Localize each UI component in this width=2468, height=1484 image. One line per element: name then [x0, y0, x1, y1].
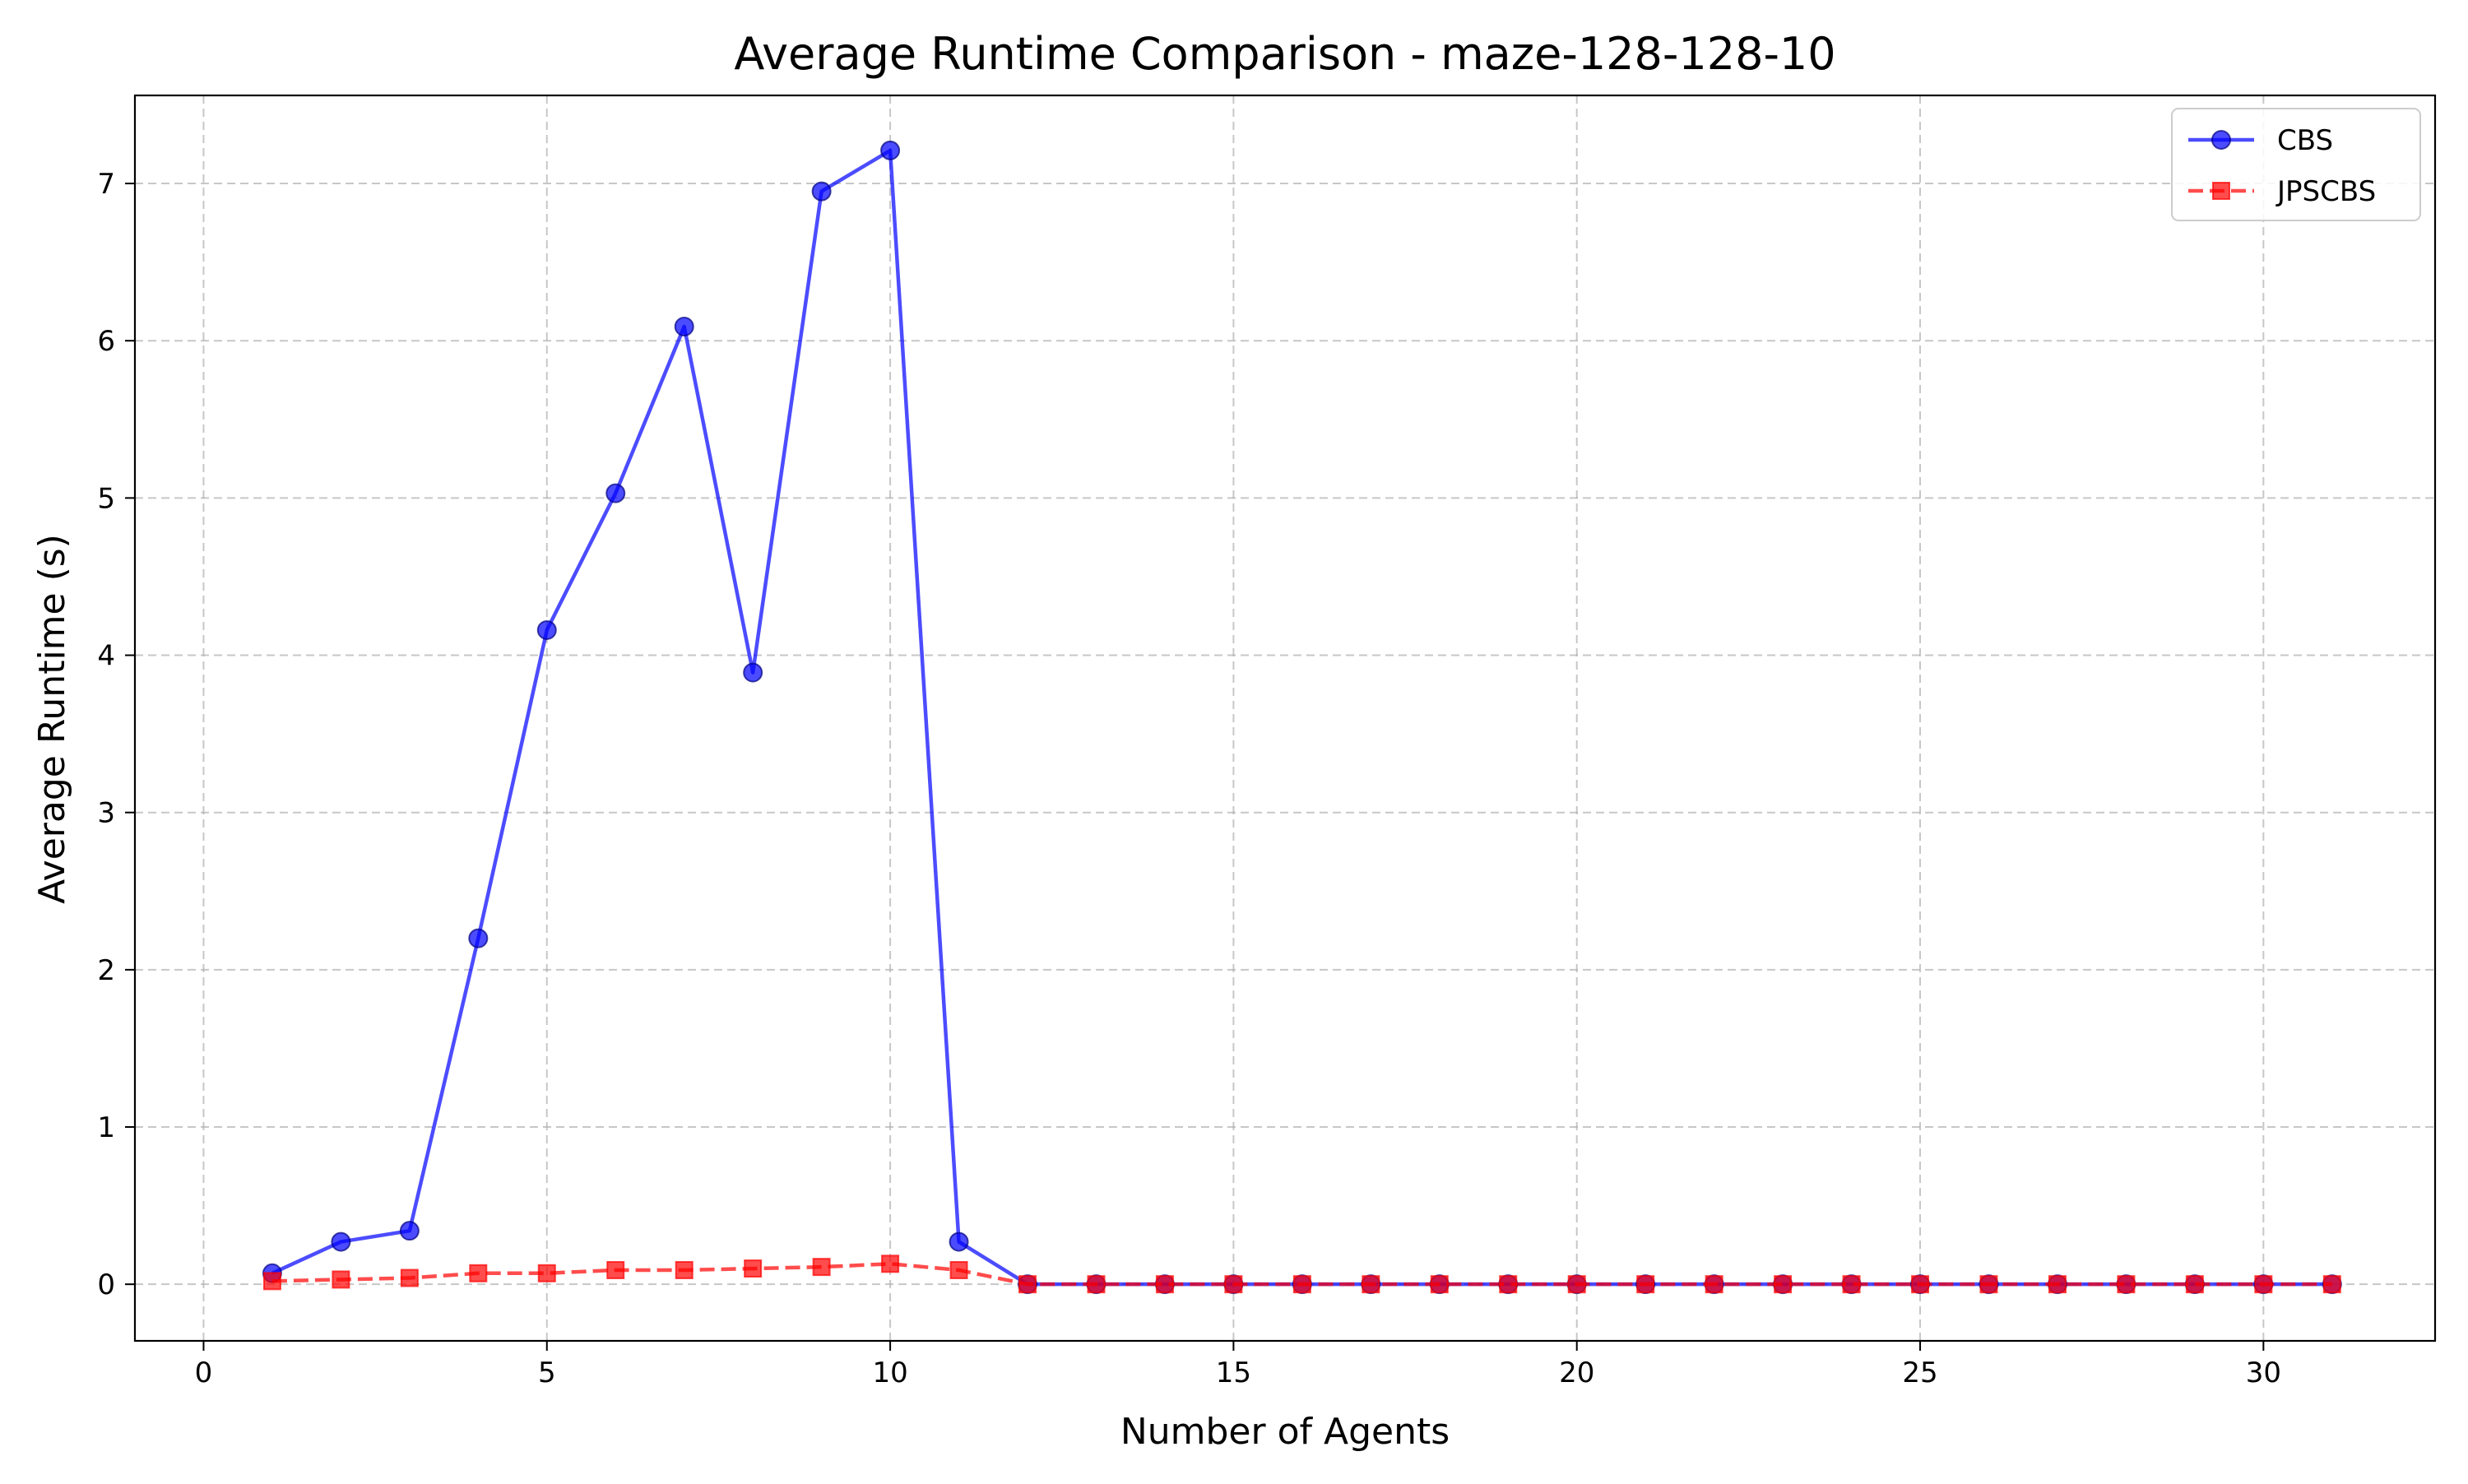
jpscbs-data-point — [1224, 1275, 1243, 1294]
jpscbs-data-point — [2117, 1275, 2136, 1294]
jpscbs-data-point — [1430, 1275, 1449, 1294]
jpscbs-data-point — [675, 1260, 694, 1279]
jpscbs-data-point — [1362, 1275, 1380, 1294]
jpscbs-data-point — [2185, 1275, 2204, 1294]
y-tick-label: 1 — [97, 1111, 115, 1144]
jpscbs-data-point — [2048, 1275, 2067, 1294]
jpscbs-data-point — [1292, 1275, 1311, 1294]
cbs-data-point — [331, 1231, 351, 1252]
series-layer — [262, 140, 2342, 1295]
chart-title: Average Runtime Comparison - maze-128-12… — [734, 28, 1835, 80]
cbs-data-point — [880, 140, 901, 160]
jpscbs-data-point — [1636, 1275, 1655, 1294]
legend-label: JPSCBS — [2275, 175, 2376, 208]
cbs-data-point — [811, 181, 832, 202]
legend-item-jpscbs: JPSCBS — [2188, 175, 2376, 208]
jpscbs-data-point — [812, 1258, 831, 1277]
jpscbs-data-point — [1705, 1275, 1723, 1294]
cbs-data-point — [674, 317, 694, 337]
jpscbs-data-point — [949, 1260, 968, 1279]
cbs-data-point — [605, 483, 626, 503]
x-tick-label: 15 — [1216, 1356, 1251, 1389]
jpscbs-data-point — [1087, 1275, 1106, 1294]
x-tick-label: 0 — [195, 1356, 213, 1389]
axis-ticks: 0 5 10 15 20 25 30 0 1 2 3 4 5 6 7 — [97, 168, 2281, 1389]
jpscbs-data-point — [1567, 1275, 1586, 1294]
cbs-data-point — [949, 1231, 969, 1252]
grid — [135, 95, 2435, 1341]
legend-label: CBS — [2277, 124, 2333, 157]
cbs-data-point — [743, 662, 763, 683]
jpscbs-data-point — [2254, 1275, 2273, 1294]
x-axis-label: Number of Agents — [1120, 1411, 1450, 1453]
y-tick-label: 7 — [97, 168, 115, 201]
x-tick-label: 10 — [872, 1356, 907, 1389]
legend-swatch-marker — [2212, 182, 2230, 200]
jpscbs-data-point — [1018, 1275, 1037, 1294]
jpscbs-data-point — [2322, 1275, 2341, 1294]
x-tick-label: 25 — [1902, 1356, 1937, 1389]
x-tick-label: 30 — [2246, 1356, 2281, 1389]
legend-swatch-marker — [2211, 130, 2231, 150]
cbs-data-point — [536, 619, 557, 640]
y-tick-label: 6 — [97, 325, 115, 358]
jpscbs-data-point — [744, 1259, 763, 1278]
x-tick-label: 5 — [538, 1356, 556, 1389]
legend: CBS JPSCBS — [2171, 108, 2421, 221]
jpscbs-data-point — [537, 1264, 556, 1282]
jpscbs-data-point — [1155, 1275, 1174, 1294]
jpscbs-data-point — [1911, 1275, 1930, 1294]
jpscbs-data-point — [606, 1260, 625, 1279]
y-tick-label: 2 — [97, 954, 115, 987]
jpscbs-data-point — [469, 1264, 488, 1282]
series-jpscbs — [262, 1254, 2341, 1294]
jpscbs-data-point — [1499, 1275, 1518, 1294]
y-tick-label: 5 — [97, 482, 115, 515]
jpscbs-data-point — [1774, 1275, 1793, 1294]
jpscbs-data-point — [1979, 1275, 1998, 1294]
jpscbs-data-point — [400, 1268, 419, 1287]
jpscbs-data-point — [262, 1272, 281, 1291]
x-tick-label: 20 — [1559, 1356, 1594, 1389]
cbs-data-point — [468, 928, 489, 948]
plot-frame — [133, 94, 2437, 1343]
jpscbs-data-point — [1842, 1275, 1861, 1294]
jpscbs-data-point — [881, 1254, 900, 1273]
y-tick-label: 0 — [97, 1268, 115, 1301]
y-axis-label: Average Runtime (s) — [31, 534, 73, 904]
y-tick-label: 4 — [97, 640, 115, 673]
y-tick-label: 3 — [97, 797, 115, 830]
legend-item-cbs: CBS — [2188, 124, 2333, 157]
cbs-data-point — [399, 1221, 420, 1241]
jpscbs-data-point — [332, 1270, 350, 1289]
